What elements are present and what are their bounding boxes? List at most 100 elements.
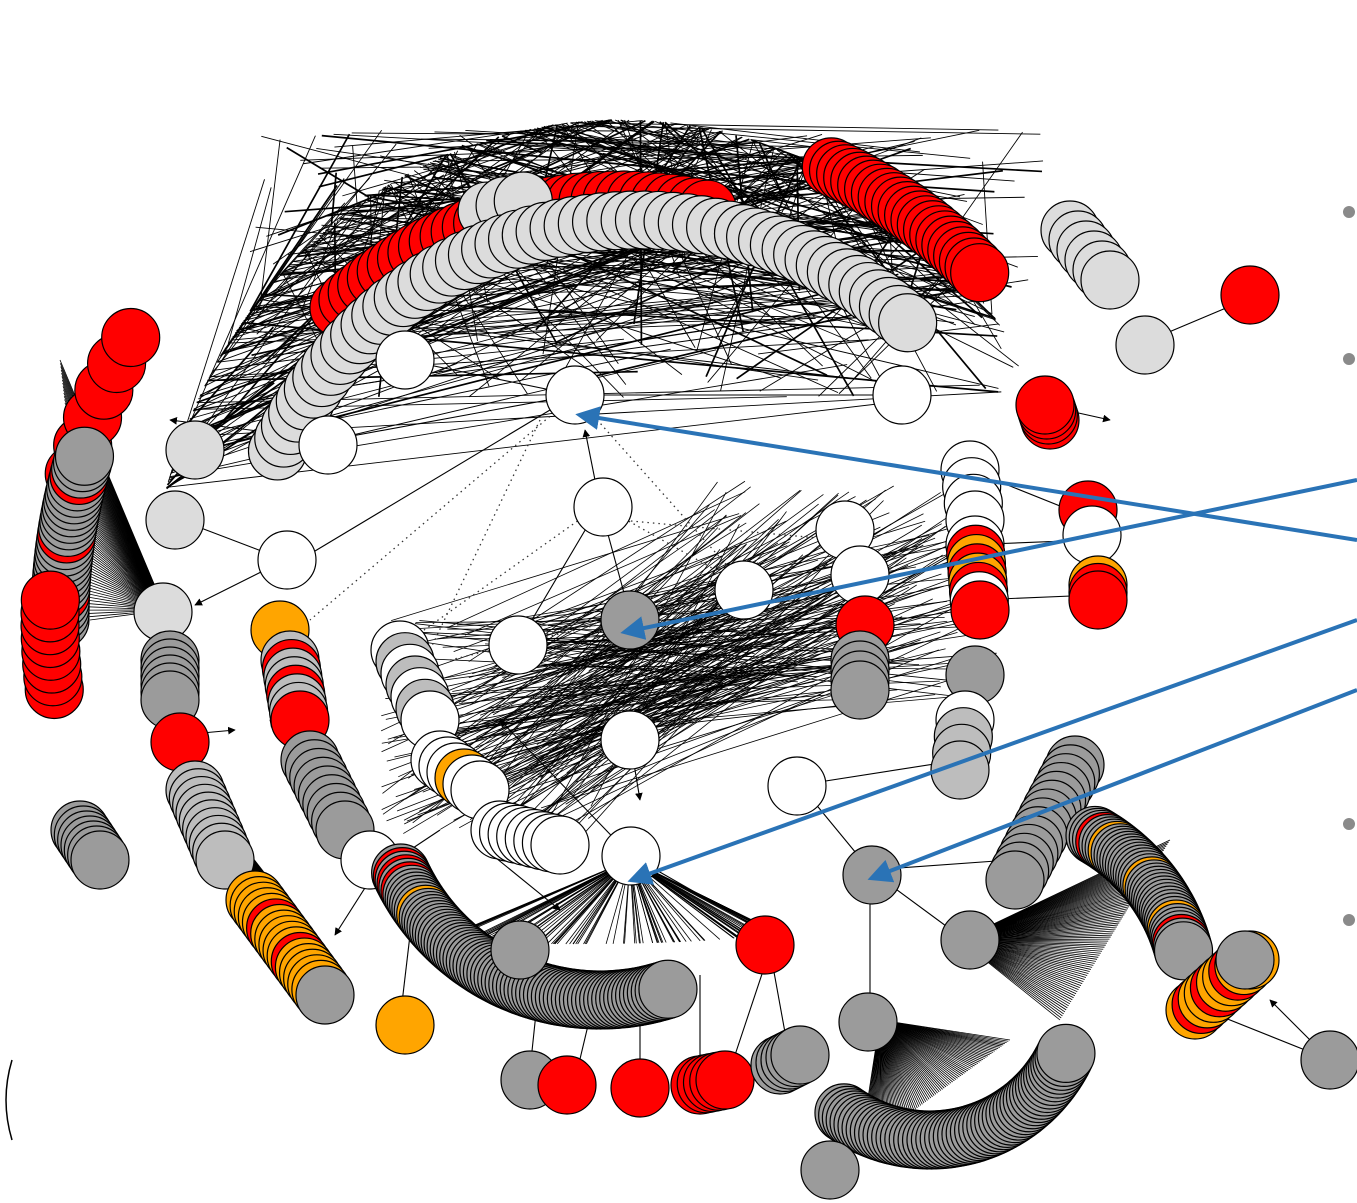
cluster-edge: [553, 520, 787, 632]
bundle-edge: [352, 145, 358, 206]
node-gray: [1153, 921, 1214, 981]
bundle-edge: [333, 133, 805, 161]
bundle-edge: [575, 121, 792, 157]
cluster-edge: [495, 635, 832, 841]
bundle-edge: [496, 200, 877, 338]
node-red: [1220, 265, 1280, 325]
cluster-edge: [491, 621, 850, 714]
bundle-edge: [436, 172, 832, 374]
node-white: [600, 710, 660, 770]
node-orange: [375, 995, 435, 1055]
bundle-edge: [524, 129, 617, 132]
cluster-edge: [532, 623, 970, 831]
node-gray: [1300, 1030, 1357, 1090]
node-white: [530, 815, 590, 875]
graph-edge: [329, 394, 576, 443]
bundle-edge: [321, 134, 855, 188]
node-light: [145, 490, 205, 550]
node-gray: [1215, 930, 1275, 990]
bundle-edge: [571, 122, 999, 131]
callout-arrow-1: [575, 406, 1357, 542]
node-gray: [770, 1025, 830, 1085]
fan-edge: [469, 859, 631, 942]
callout-arrow-3: [627, 618, 1357, 885]
node-gray: [940, 910, 1000, 970]
bundle-edge: [758, 323, 999, 355]
dotted-edge-layer: [309, 394, 841, 661]
bundle-edge: [477, 143, 553, 171]
cluster-edge: [480, 603, 895, 803]
bundle-edge: [459, 134, 474, 146]
bundle-edge: [303, 130, 521, 165]
cluster-edge: [464, 515, 742, 636]
node-white: [488, 615, 548, 675]
node-white: [830, 545, 890, 605]
node-light: [165, 420, 225, 480]
node-light: [1080, 250, 1140, 310]
dotted-edge: [619, 519, 841, 541]
cluster-edge: [504, 550, 959, 835]
callout-arrows: [575, 406, 1357, 885]
bundle-edge: [219, 184, 338, 358]
bundle-edge: [379, 135, 808, 191]
cluster-edge: [432, 515, 727, 721]
node-white: [375, 330, 435, 390]
cluster-edge: [458, 534, 990, 829]
slide-bullet-1: [1343, 206, 1355, 218]
cluster-edge: [494, 670, 863, 778]
bundle-edge: [578, 121, 740, 144]
partial-node-outline: [5, 1059, 13, 1141]
node-orange: [295, 965, 355, 1025]
node-white: [257, 530, 317, 590]
cluster-edge: [551, 491, 727, 814]
bundle-edge: [486, 139, 1043, 173]
bundle-edge: [778, 137, 931, 150]
node-light: [878, 293, 938, 353]
bundle-edge: [286, 146, 370, 198]
node-gray: [800, 1140, 860, 1200]
node-gray: [985, 850, 1045, 910]
graph-edge: [499, 719, 631, 856]
node-light: [1115, 315, 1175, 375]
bundle-edge: [266, 119, 610, 237]
bundle-edge: [187, 326, 274, 424]
bundle-edge: [301, 219, 339, 311]
bundle-edge: [736, 243, 931, 380]
node-gray: [838, 992, 898, 1052]
bundle-edge: [259, 261, 343, 300]
bundle-edge: [319, 166, 422, 169]
cluster-edge: [457, 641, 753, 771]
node-white: [545, 365, 605, 425]
node-red: [610, 1058, 670, 1118]
node-red: [101, 307, 161, 368]
graph-edge: [299, 394, 576, 561]
bundle-edge: [227, 187, 272, 344]
bundle-edge: [421, 138, 759, 143]
node-white: [573, 477, 633, 537]
bundle-edge: [279, 202, 346, 276]
dotted-edge: [409, 504, 601, 641]
bundle-edge: [594, 120, 971, 159]
cluster-edge: [478, 585, 812, 799]
cluster-edge: [385, 652, 997, 699]
bundle-edge: [196, 367, 298, 403]
cluster-edge: [408, 512, 747, 779]
node-gray: [490, 920, 550, 980]
node-layer: [5, 137, 1357, 1200]
node-gray: [600, 590, 660, 650]
slide-bullet-2: [1343, 353, 1355, 365]
cluster-edge: [575, 694, 821, 783]
node-gray: [638, 959, 698, 1019]
bundle-edge: [670, 122, 920, 153]
node-red: [735, 915, 795, 975]
cluster-edge: [539, 518, 779, 744]
cluster-edge: [393, 657, 905, 739]
bundle-edge: [340, 185, 387, 250]
bundle-edge: [240, 243, 344, 325]
bundle-edge: [747, 196, 992, 314]
node-white: [767, 756, 827, 816]
node-red: [1068, 570, 1128, 630]
slide-bullet-4: [1343, 914, 1355, 926]
node-gray: [70, 830, 130, 890]
